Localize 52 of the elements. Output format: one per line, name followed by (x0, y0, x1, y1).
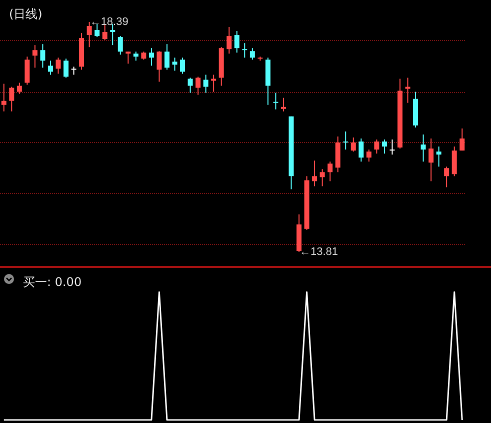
candlestick (280, 97, 286, 112)
candlestick (86, 22, 92, 48)
candlestick (203, 74, 208, 94)
annotation: ←13.81 (300, 246, 338, 258)
candlestick (343, 130, 348, 150)
candlestick (444, 166, 450, 188)
candlestick (9, 86, 14, 112)
candlestick (328, 161, 333, 182)
candlestick (56, 57, 61, 74)
candlestick (211, 74, 216, 92)
candlestick (156, 50, 162, 82)
candlestick (390, 139, 395, 156)
candlestick (126, 51, 131, 64)
candlestick (64, 58, 69, 78)
candlestick (133, 51, 138, 62)
candlestick (428, 138, 434, 182)
candlestick (436, 146, 442, 168)
candlestick (312, 160, 318, 187)
candlestick (350, 137, 356, 152)
candlestick (16, 82, 22, 94)
candlestick (1, 83, 6, 112)
candlestick (118, 36, 123, 56)
candlestick (460, 128, 465, 152)
candlestick (24, 56, 30, 86)
chart-title: 买一: 0.00 (23, 275, 82, 289)
candlestick (180, 57, 186, 74)
chart-title: (日线) (9, 7, 42, 21)
annotation: ←18.39 (90, 16, 128, 28)
candlestick (196, 76, 201, 96)
candlestick (405, 77, 410, 104)
candlestick (320, 168, 325, 187)
candlestick (164, 44, 170, 70)
candlestick (32, 44, 38, 68)
candlestick (172, 57, 178, 72)
candlestick (110, 24, 116, 46)
candlestick (358, 138, 364, 162)
candlestick (452, 146, 457, 177)
candlestick (273, 92, 278, 110)
candlestick (188, 77, 193, 94)
candlestick (102, 24, 108, 41)
candlestick (382, 139, 387, 154)
candlestick (242, 42, 248, 58)
candlestick (148, 48, 154, 66)
candlestick (420, 134, 426, 162)
candlestick (234, 30, 240, 54)
candlestick (48, 60, 53, 76)
candlestick (226, 26, 232, 54)
candlestick (250, 48, 255, 60)
candlestick (40, 44, 46, 68)
candlestick (366, 149, 372, 162)
candlestick (94, 24, 100, 38)
candlestick (374, 139, 380, 154)
